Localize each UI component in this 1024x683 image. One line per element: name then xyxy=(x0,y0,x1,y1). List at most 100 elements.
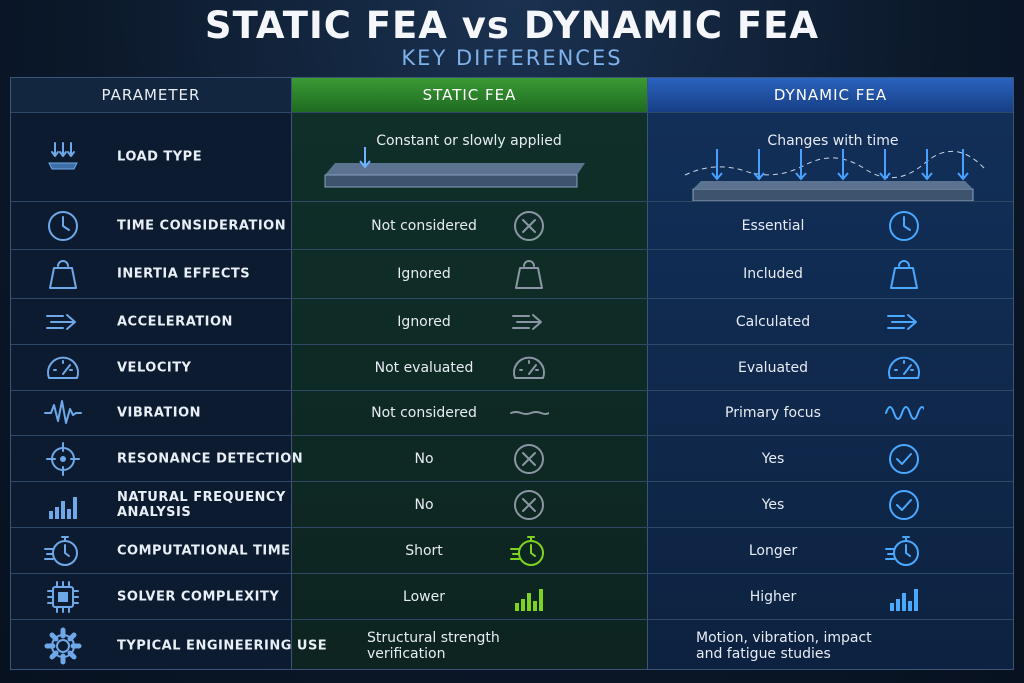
icon-svg xyxy=(48,210,78,241)
icon-svg xyxy=(514,489,544,520)
icon-svg xyxy=(885,535,919,566)
icon-svg xyxy=(515,588,543,611)
icon-svg xyxy=(885,406,927,420)
icon xyxy=(43,348,83,388)
title: STATIC FEA vs DYNAMIC FEA xyxy=(204,4,820,47)
icon-svg xyxy=(47,580,79,613)
icon-svg xyxy=(49,260,77,289)
dynamic-value: Yes xyxy=(761,450,785,467)
icon xyxy=(884,206,924,246)
table-row: VIBRATION Not considered Primary focus xyxy=(11,390,1013,435)
dynamic-value: Included xyxy=(743,266,803,282)
icon xyxy=(509,254,549,294)
parameter-label: NATURAL FREQUENCY ANALYSIS xyxy=(117,489,286,520)
dynamic-value: Primary focus xyxy=(725,405,821,421)
icon-svg xyxy=(47,356,79,379)
icon xyxy=(884,439,924,479)
dynamic-value: Changes with time xyxy=(767,133,899,149)
parameter-label: LOAD TYPE xyxy=(117,149,203,165)
icon xyxy=(43,137,83,177)
icon xyxy=(509,485,549,525)
icon-svg xyxy=(890,260,918,289)
icon-svg xyxy=(513,356,545,379)
static-value: Ignored xyxy=(397,266,451,282)
icon xyxy=(509,302,549,342)
table-row: SOLVER COMPLEXITY Lower Higher xyxy=(11,573,1013,619)
dynamic-value: Longer xyxy=(748,542,798,559)
column-divider xyxy=(291,78,292,669)
parameter-label: RESONANCE DETECTION xyxy=(117,451,304,466)
dynamic-value: Calculated xyxy=(735,313,811,330)
parameter-label: VIBRATION xyxy=(117,405,202,421)
icon xyxy=(509,577,549,617)
icon-svg xyxy=(514,443,544,474)
icon-svg xyxy=(44,400,82,424)
table-row: TYPICAL ENGINEERING USE Structural streng… xyxy=(11,619,1013,671)
icon-svg xyxy=(48,142,78,170)
icon xyxy=(43,485,83,525)
dynamic-value: Higher xyxy=(749,588,797,605)
static-value: Ignored xyxy=(397,313,451,330)
icon xyxy=(43,302,83,342)
dynamic-value: Motion, vibration, impact and fatigue st… xyxy=(696,629,872,662)
static-value: Lower xyxy=(403,588,445,605)
icon-svg xyxy=(889,443,919,474)
icon-svg xyxy=(44,627,82,664)
beam xyxy=(684,149,986,202)
icon xyxy=(509,393,550,433)
icon-svg xyxy=(49,496,77,519)
icon-svg xyxy=(44,535,78,566)
icon-svg xyxy=(515,260,543,289)
table-row: ACCELERATION Ignored Calculated xyxy=(11,298,1013,344)
icon xyxy=(509,206,549,246)
icon-svg xyxy=(888,356,920,379)
comparison-table: PARAMETER STATIC FEA DYNAMIC FEA LOAD TY… xyxy=(10,77,1014,670)
icon-svg xyxy=(887,313,917,330)
icon xyxy=(43,254,83,294)
static-value: Short xyxy=(405,542,443,559)
icon xyxy=(884,302,924,342)
static-value: No xyxy=(414,450,434,467)
icon xyxy=(43,439,83,479)
dynamic-column-bg xyxy=(648,78,1013,669)
icon xyxy=(43,393,83,433)
column-header: STATIC FEA xyxy=(291,78,648,112)
icon xyxy=(43,531,83,571)
parameter-label: SOLVER COMPLEXITY xyxy=(117,589,280,604)
parameter-label: ACCELERATION xyxy=(117,314,233,329)
table-row: VELOCITY Not evaluated Evaluated xyxy=(11,344,1013,390)
icon xyxy=(43,206,83,246)
dynamic-load-illustration xyxy=(681,141,1001,209)
icon xyxy=(509,439,549,479)
icon-svg xyxy=(890,588,918,611)
column-header: PARAMETER xyxy=(11,78,291,112)
icon xyxy=(884,485,924,525)
parameter-label: VELOCITY xyxy=(117,360,192,375)
dynamic-value: Essential xyxy=(741,217,805,234)
icon-svg xyxy=(514,210,544,241)
static-value: Constant or slowly applied xyxy=(376,133,562,149)
icon xyxy=(43,577,83,617)
beam xyxy=(324,147,585,188)
icon xyxy=(43,626,83,666)
icon xyxy=(509,531,549,571)
icon-svg xyxy=(889,489,919,520)
parameter-label: TIME CONSIDERATION xyxy=(117,218,287,233)
static-load-illustration xyxy=(321,143,591,207)
table-row: RESONANCE DETECTION No Yes xyxy=(11,435,1013,481)
dynamic-value: Evaluated xyxy=(737,359,809,376)
static-value: Not considered xyxy=(371,405,477,421)
dynamic-value: Yes xyxy=(761,496,785,513)
table-row: NATURAL FREQUENCY ANALYSIS No Yes xyxy=(11,481,1013,527)
parameter-label: TYPICAL ENGINEERING USE xyxy=(117,638,328,653)
static-value: Not evaluated xyxy=(374,359,474,376)
column-header: DYNAMIC FEA xyxy=(648,78,1013,112)
icon-svg xyxy=(510,535,544,566)
static-value: Not considered xyxy=(371,217,477,234)
icon xyxy=(884,531,924,571)
column-divider xyxy=(647,78,648,669)
icon-svg xyxy=(889,210,919,241)
subtitle: KEY DIFFERENCES xyxy=(401,46,623,70)
table-row: LOAD TYPE Constant or slowly applied Chang… xyxy=(11,112,1013,202)
